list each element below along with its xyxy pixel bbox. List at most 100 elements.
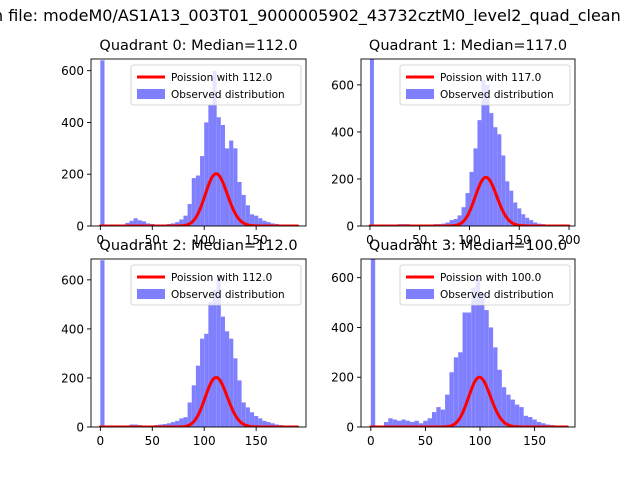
y-tick-label: 0 (346, 421, 354, 435)
x-tick-label: 150 (245, 233, 268, 247)
histogram-bar (480, 292, 485, 427)
legend-swatch-observed (406, 289, 434, 299)
histogram-bar (262, 420, 267, 427)
plot-area (368, 59, 571, 226)
histogram-bar (493, 347, 498, 427)
plot-area (98, 260, 300, 427)
histogram-bar (183, 417, 188, 427)
histogram-bar (237, 380, 242, 427)
figure-suptitle-container: n file: modeM0/AS1A13_003T01_9000005902_… (0, 0, 640, 30)
legend-swatch-observed (137, 289, 165, 299)
histogram-bar (224, 331, 230, 427)
histogram-bar (208, 104, 213, 226)
histogram-bar (245, 205, 250, 226)
histogram-bar (532, 419, 537, 427)
histogram-bar (179, 219, 184, 226)
subplot-title: Quadrant 2: Median=112.0 (99, 238, 297, 254)
histogram-bar (383, 422, 389, 427)
histogram-bar (141, 221, 147, 226)
y-tick-label: 600 (61, 273, 84, 287)
histogram-bar (212, 289, 217, 427)
histogram-bar (469, 171, 474, 226)
y-tick-label: 400 (61, 116, 84, 130)
histogram-bar (453, 357, 459, 427)
histogram-bar (191, 178, 196, 226)
axes-frame (90, 258, 307, 428)
histogram-bar (241, 194, 246, 226)
legend-label-observed: Observed distribution (171, 89, 285, 101)
histogram-bar (471, 287, 476, 427)
histogram-bar (392, 419, 398, 427)
histogram-bar (458, 352, 463, 427)
poisson-curve (369, 375, 569, 427)
histogram-bar (509, 190, 514, 226)
histogram-bar (519, 407, 524, 427)
legend-label-poisson: Poission with 100.0 (440, 272, 541, 284)
histogram-bar (414, 420, 419, 427)
histogram-bar (270, 423, 275, 427)
histogram-bar (216, 117, 221, 226)
y-tick-label: 0 (346, 220, 354, 234)
y-tick-label: 200 (331, 371, 354, 385)
histogram-bar (401, 419, 406, 427)
histogram-bar (229, 338, 234, 427)
x-tick-label: 50 (145, 233, 160, 247)
legend-box (399, 264, 571, 306)
histogram-bar (461, 207, 466, 226)
histogram-bar (541, 423, 546, 427)
histogram-bar (166, 423, 171, 427)
histogram-bar (262, 220, 267, 226)
histogram-bar (187, 203, 192, 226)
y-tick-label: 0 (76, 421, 84, 435)
legend-label-poisson: Poission with 112.0 (171, 72, 272, 84)
histogram-bar (254, 215, 259, 226)
histogram-bar (220, 316, 225, 427)
histogram-bar (183, 215, 188, 226)
histogram-bar (488, 327, 494, 427)
histogram-bar (453, 218, 458, 226)
histogram-bar (175, 222, 180, 226)
histogram-bar (258, 418, 263, 427)
legend-label-observed: Observed distribution (171, 289, 285, 301)
y-tick-label: 600 (331, 271, 354, 285)
histogram-bar (100, 260, 105, 427)
histogram-bar (208, 301, 213, 427)
histogram-bar (216, 274, 221, 427)
histogram-bar (501, 387, 507, 427)
histogram-bar (423, 420, 428, 427)
x-tick-label: 0 (97, 233, 105, 247)
axes-frame (90, 58, 307, 227)
x-tick-label: 100 (193, 233, 216, 247)
histogram-bar (473, 148, 478, 226)
histogram-bar (175, 420, 180, 427)
poisson-curve (368, 175, 571, 226)
y-tick-label: 400 (331, 321, 354, 335)
x-tick-label: 0 (366, 233, 374, 247)
y-tick-label: 200 (331, 172, 354, 186)
histogram-bar (370, 259, 376, 427)
histogram-bar (195, 365, 201, 427)
axes-frame (360, 58, 576, 227)
legend: Poission with 112.0 Observed distribution (130, 264, 302, 306)
histogram-bar (212, 70, 217, 226)
legend-box (399, 64, 571, 106)
histogram-bar (200, 338, 205, 427)
histogram-bar (266, 222, 271, 226)
histogram-bar (241, 402, 246, 427)
legend-label-observed: Observed distribution (440, 289, 554, 301)
histogram-bar (466, 312, 472, 427)
histogram-bar (514, 404, 520, 427)
histogram-bar (397, 420, 402, 427)
histogram-bar (493, 127, 498, 226)
histogram-bar (369, 59, 374, 226)
legend-swatch-observed (137, 89, 165, 99)
figure-suptitle: n file: modeM0/AS1A13_003T01_9000005902_… (0, 6, 621, 25)
histogram-bar (195, 175, 201, 226)
histogram-bar (229, 140, 234, 226)
x-tick-label: 100 (469, 434, 492, 448)
histogram-bar (254, 415, 259, 427)
histogram-bar (100, 60, 105, 226)
histogram-bar (266, 422, 271, 427)
histogram-bar (418, 423, 424, 427)
histogram-bar (133, 218, 138, 226)
